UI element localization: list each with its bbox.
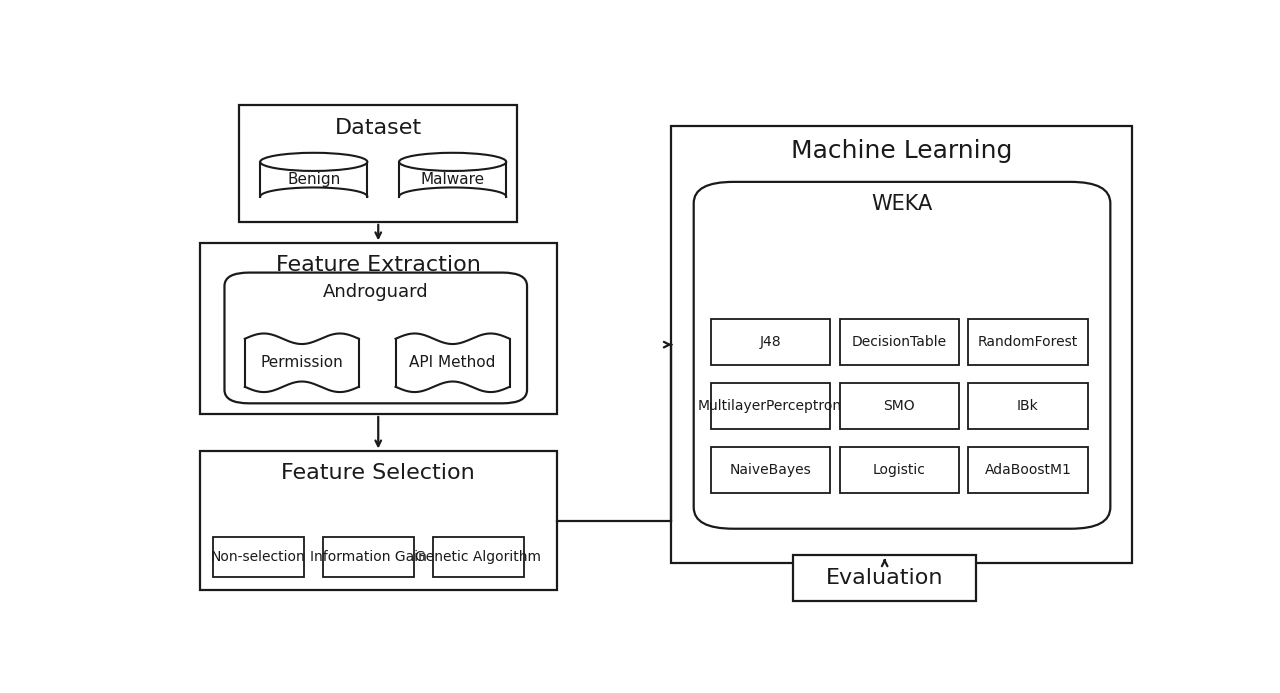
Polygon shape <box>244 333 358 392</box>
FancyBboxPatch shape <box>840 448 959 493</box>
FancyBboxPatch shape <box>840 319 959 365</box>
FancyBboxPatch shape <box>671 126 1132 563</box>
FancyBboxPatch shape <box>969 319 1088 365</box>
Text: Logistic: Logistic <box>873 463 925 477</box>
Text: Permission: Permission <box>261 356 343 370</box>
Text: IBk: IBk <box>1018 399 1039 413</box>
FancyBboxPatch shape <box>792 555 977 601</box>
FancyBboxPatch shape <box>694 182 1110 529</box>
Ellipse shape <box>399 152 506 171</box>
FancyBboxPatch shape <box>969 383 1088 429</box>
FancyBboxPatch shape <box>212 536 303 577</box>
Text: Feature Extraction: Feature Extraction <box>275 255 481 275</box>
Text: WEKA: WEKA <box>872 193 933 213</box>
Text: NaiveBayes: NaiveBayes <box>730 463 812 477</box>
Text: MultilayerPerceptron: MultilayerPerceptron <box>698 399 842 413</box>
FancyBboxPatch shape <box>323 536 413 577</box>
FancyBboxPatch shape <box>433 536 524 577</box>
Text: Benign: Benign <box>287 172 340 186</box>
Text: Androguard: Androguard <box>323 283 429 301</box>
FancyBboxPatch shape <box>710 319 829 365</box>
Text: Evaluation: Evaluation <box>826 568 943 588</box>
Text: Information Gain: Information Gain <box>310 550 426 563</box>
Text: Dataset: Dataset <box>334 118 422 138</box>
Text: Malware: Malware <box>421 172 485 186</box>
Text: DecisionTable: DecisionTable <box>851 335 947 349</box>
Polygon shape <box>396 333 509 392</box>
Ellipse shape <box>260 152 367 171</box>
FancyBboxPatch shape <box>200 451 557 590</box>
FancyBboxPatch shape <box>710 383 829 429</box>
FancyBboxPatch shape <box>224 272 527 403</box>
Text: J48: J48 <box>759 335 781 349</box>
FancyBboxPatch shape <box>239 105 517 222</box>
Text: Non-selection: Non-selection <box>211 550 306 563</box>
Text: Genetic Algorithm: Genetic Algorithm <box>416 550 541 563</box>
Text: RandomForest: RandomForest <box>978 335 1078 349</box>
Polygon shape <box>399 162 506 197</box>
Text: Feature Selection: Feature Selection <box>282 463 475 483</box>
Text: API Method: API Method <box>410 356 495 370</box>
Polygon shape <box>260 162 367 197</box>
Text: Machine Learning: Machine Learning <box>791 139 1012 163</box>
FancyBboxPatch shape <box>200 243 557 414</box>
FancyBboxPatch shape <box>969 448 1088 493</box>
FancyBboxPatch shape <box>710 448 829 493</box>
FancyBboxPatch shape <box>840 383 959 429</box>
Text: AdaBoostM1: AdaBoostM1 <box>984 463 1071 477</box>
Text: SMO: SMO <box>883 399 915 413</box>
